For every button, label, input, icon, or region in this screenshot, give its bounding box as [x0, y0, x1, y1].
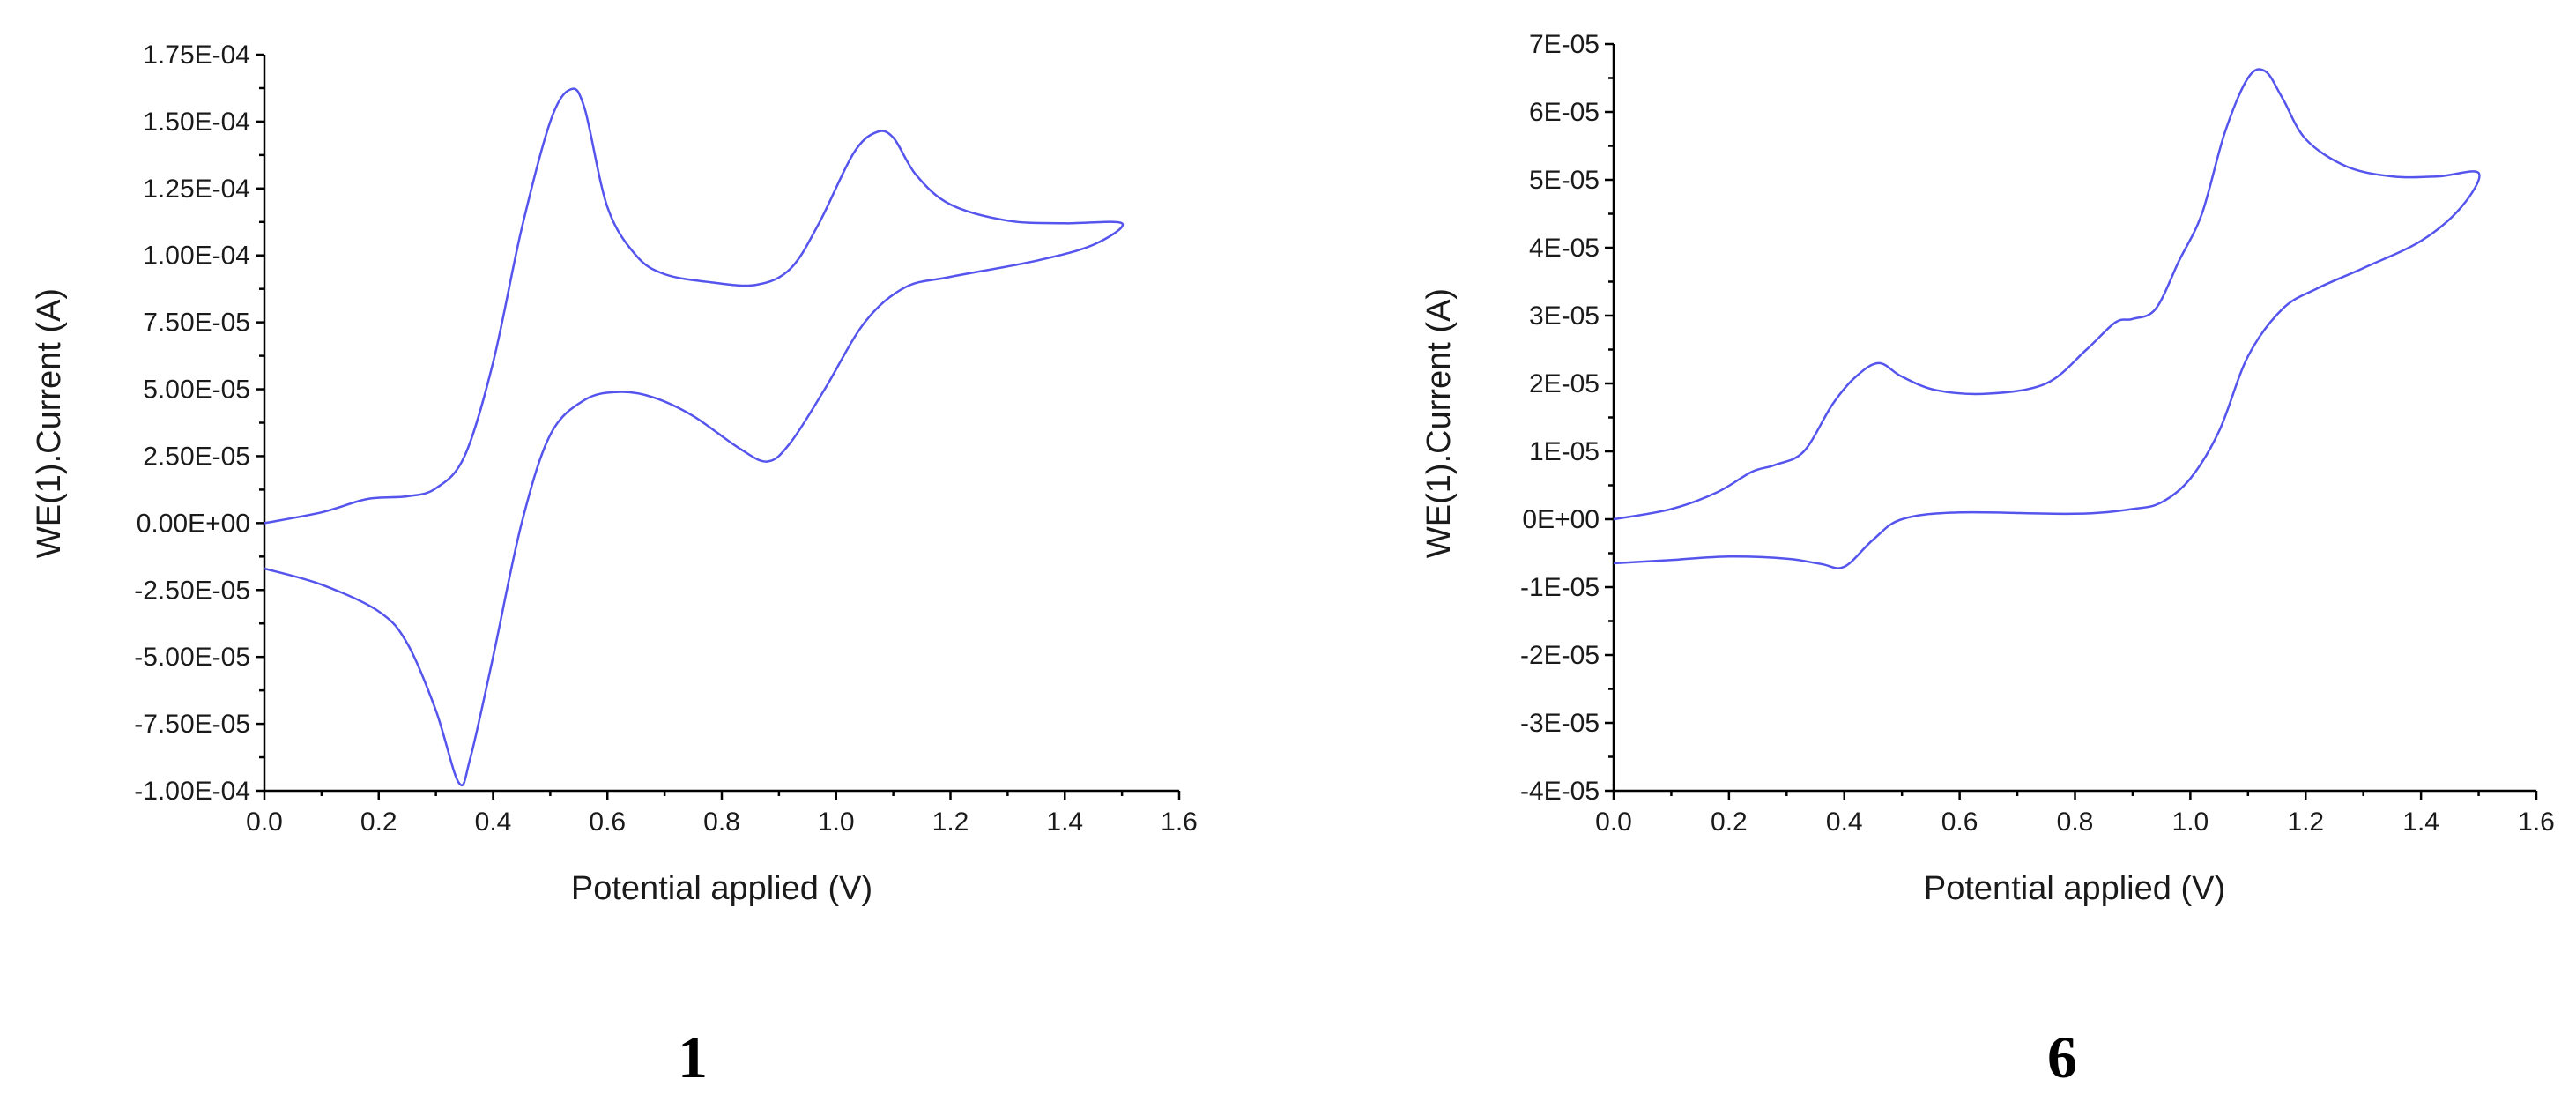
y-tick-label: 7.50E-05	[143, 309, 250, 338]
y-tick-label: 0E+00	[1522, 505, 1600, 534]
chart-panel-1: 1.75E-04 1.50E-04 1.25E-04 1.00E-04 7.50E-05…	[31, 41, 1198, 1090]
y-tick-label: 2E-05	[1529, 369, 1600, 398]
y-tick-label: 5E-05	[1529, 166, 1600, 195]
y-tick-label: -7.50E-05	[134, 710, 250, 739]
x-tick-label: 0.0	[246, 808, 283, 837]
x-tick-label: 0.2	[360, 808, 397, 837]
y-tick-label: -2.50E-05	[134, 576, 250, 605]
y-tick-label: 1.25E-04	[143, 175, 250, 204]
x-tick-label: 1.2	[2287, 808, 2324, 837]
y-tick-label: 1.50E-04	[143, 108, 250, 137]
y-tick-label: 5.00E-05	[143, 376, 250, 405]
x-tick-label: 0.0	[1595, 808, 1632, 837]
panel-label: 6	[2047, 1023, 2077, 1090]
y-axis-title: WE(1).Current (A)	[31, 288, 68, 558]
cv-curve	[264, 87, 1125, 787]
y-tick-label: 1.75E-04	[143, 41, 250, 70]
x-tick-label: 1.0	[2172, 808, 2209, 837]
y-tick-label: -5.00E-05	[134, 643, 250, 672]
y-tick-label: 3E-05	[1529, 301, 1600, 331]
y-tick-label: 1E-05	[1529, 437, 1600, 466]
x-tick-label: 1.6	[1161, 808, 1198, 837]
y-tick-label: 1.00E-04	[143, 242, 250, 271]
y-ticks: 1.75E-04 1.50E-04 1.25E-04 1.00E-04 7.50E-05…	[134, 41, 264, 806]
x-tick-label: 0.2	[1711, 808, 1748, 837]
x-tick-label: 1.4	[2402, 808, 2439, 837]
x-tick-label: 1.6	[2518, 808, 2555, 837]
x-tick-label: 1.4	[1046, 808, 1083, 837]
y-tick-label: 7E-05	[1529, 30, 1600, 59]
y-tick-label: -1E-05	[1520, 573, 1600, 602]
y-tick-label: -3E-05	[1520, 709, 1600, 738]
y-tick-label: 2.50E-05	[143, 442, 250, 471]
x-tick-label: 1.0	[818, 808, 855, 837]
cv-curve	[1613, 68, 2481, 569]
x-tick-label: 0.4	[1826, 808, 1863, 837]
y-tick-label: 4E-05	[1529, 234, 1600, 263]
x-tick-label: 0.6	[589, 808, 626, 837]
x-axis-title: Potential applied (V)	[1924, 870, 2225, 907]
x-ticks: 0.0 0.2 0.4 0.6 0.8 1.0 1.2 1.4 1.6	[1595, 791, 2555, 837]
y-tick-label: -1.00E-04	[134, 777, 250, 806]
y-axis-title: WE(1).Current (A)	[1421, 288, 1458, 558]
y-tick-label: -2E-05	[1520, 641, 1600, 670]
y-tick-label: 6E-05	[1529, 98, 1600, 127]
x-tick-label: 0.8	[703, 808, 740, 837]
y-ticks: 7E-05 6E-05 5E-05 4E-05 3E-05 2E-05 1E-05 0E+00…	[1520, 30, 1614, 806]
y-tick-label: 0.00E+00	[137, 509, 250, 538]
y-tick-label: -4E-05	[1520, 777, 1600, 806]
x-ticks: 0.0 0.2 0.4 0.6 0.8 1.0 1.2 1.4 1.6	[246, 791, 1198, 837]
x-tick-label: 0.8	[2057, 808, 2094, 837]
x-tick-label: 0.6	[1941, 808, 1978, 837]
x-tick-label: 0.4	[475, 808, 512, 837]
x-axis-title: Potential applied (V)	[571, 870, 872, 907]
x-tick-label: 1.2	[932, 808, 969, 837]
chart-panel-6: 7E-05 6E-05 5E-05 4E-05 3E-05 2E-05 1E-05 0E+00…	[1421, 30, 2555, 1090]
panel-label: 1	[678, 1023, 708, 1090]
